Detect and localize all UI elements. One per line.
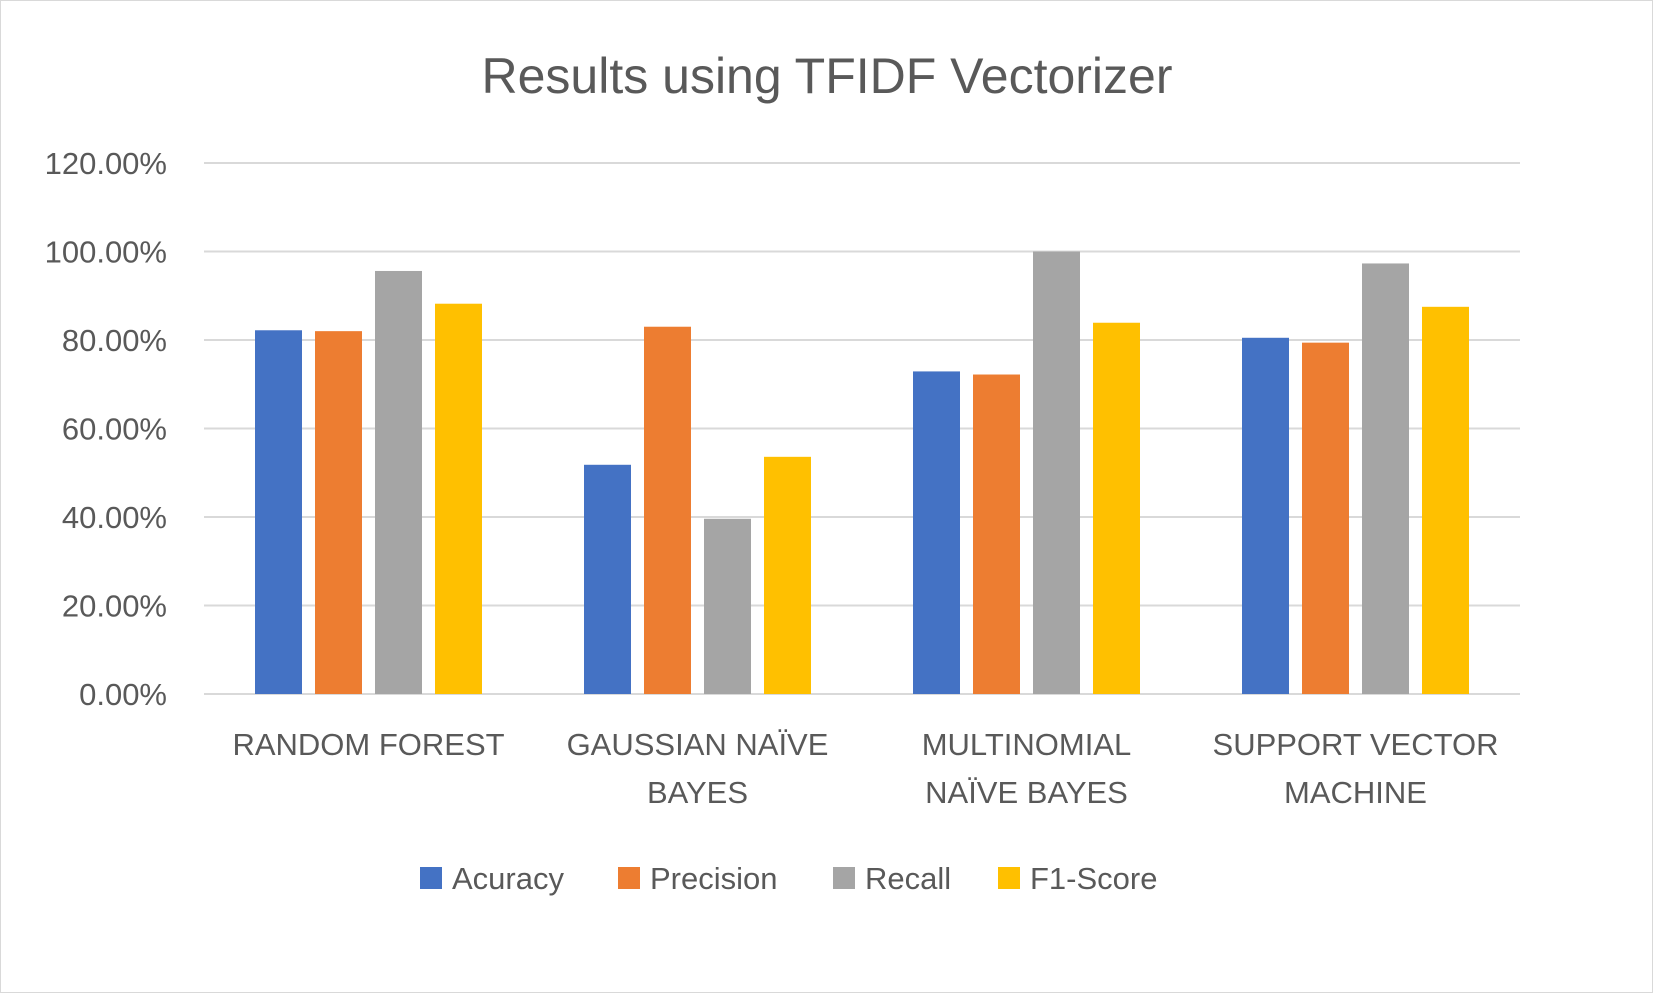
legend-swatch <box>420 867 442 889</box>
bar <box>973 374 1020 694</box>
y-tick-label: 60.00% <box>62 412 167 447</box>
legend-label: Precision <box>650 861 778 896</box>
y-tick-label: 100.00% <box>45 235 167 270</box>
legend-swatch <box>833 867 855 889</box>
bar <box>375 270 422 694</box>
gridlines <box>204 162 1520 695</box>
y-tick-label: 0.00% <box>79 677 167 712</box>
legend-swatch <box>618 867 640 889</box>
y-tick-label: 20.00% <box>62 589 167 624</box>
bars <box>255 251 1469 694</box>
bar <box>704 518 751 694</box>
legend-label: Recall <box>865 861 951 896</box>
bar <box>913 371 960 694</box>
bar <box>1422 306 1469 694</box>
bar <box>435 303 482 694</box>
x-category-label: MULTINOMIAL <box>922 727 1132 762</box>
x-category-label: SUPPORT VECTOR <box>1213 727 1499 762</box>
bar <box>315 331 362 694</box>
legend-label: Acuracy <box>452 861 564 896</box>
bar <box>764 456 811 694</box>
y-axis-tick-labels: 0.00% 20.00% 40.00% 60.00% 80.00% 100.00% 120.… <box>45 146 167 712</box>
x-category-label: GAUSSIAN NAÏVE <box>567 727 829 762</box>
x-category-label: RANDOM FOREST <box>232 727 504 762</box>
chart-title: Results using TFIDF Vectorizer <box>482 48 1173 104</box>
legend-label: F1-Score <box>1030 861 1157 896</box>
bar <box>644 326 691 694</box>
legend-swatch <box>998 867 1020 889</box>
y-tick-label: 80.00% <box>62 323 167 358</box>
x-axis-category-labels: RANDOM FOREST GAUSSIAN NAÏVE BAYES MULTINOM… <box>232 727 1498 810</box>
x-category-label: BAYES <box>647 775 748 810</box>
x-category-label: MACHINE <box>1284 775 1427 810</box>
bar <box>1033 251 1080 694</box>
legend: Acuracy Precision Recall F1-Score <box>420 861 1157 896</box>
bar <box>255 330 302 694</box>
bar <box>1093 322 1140 694</box>
bar <box>1302 342 1349 694</box>
y-tick-label: 40.00% <box>62 500 167 535</box>
x-category-label: NAÏVE BAYES <box>925 775 1128 810</box>
y-tick-label: 120.00% <box>45 146 167 181</box>
bar <box>584 464 631 694</box>
bar <box>1362 263 1409 694</box>
bar <box>1242 337 1289 694</box>
